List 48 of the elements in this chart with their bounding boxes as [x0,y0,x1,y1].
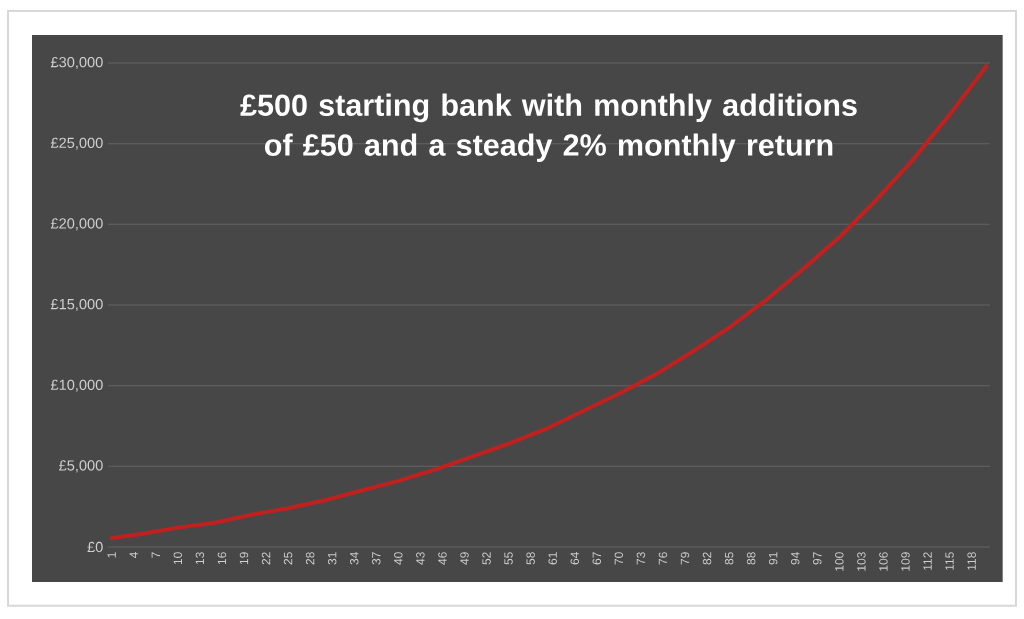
x-tick-label: 118 [967,552,976,570]
x-tick-label: 70 [614,552,624,565]
x-tick-label: 22 [261,552,271,565]
x-tick-label: 49 [460,552,469,565]
x-tick-label: 82 [702,552,712,565]
x-tick-label: 4 [129,552,138,559]
x-tick-label: 91 [768,552,778,565]
x-tick-label: 100 [835,552,844,571]
x-tick-label: 97 [813,552,822,565]
x-tick-label: 25 [283,552,293,565]
x-tick-label: 52 [482,552,491,565]
x-tick-label: 13 [195,552,205,565]
x-tick-label: 73 [636,552,646,565]
y-tick-label: £30,000 [50,56,103,70]
x-tick-label: 88 [746,552,756,565]
y-tick-label: £15,000 [50,298,103,312]
x-tick-label: 46 [438,552,447,565]
y-tick-label: £5,000 [59,460,103,473]
x-tick-label: 58 [526,552,535,565]
x-tick-label: 43 [416,552,425,565]
x-tick-label: 94 [790,552,800,565]
x-tick-label: 106 [879,552,888,571]
x-tick-label: 55 [504,552,513,565]
x-tick-label: 79 [680,552,690,565]
y-tick-label: £0 [87,541,103,553]
x-tick-label: 40 [394,552,403,565]
x-tick-label: 67 [592,552,602,565]
x-tick-label: 19 [239,552,249,565]
x-tick-label: 7 [151,552,160,558]
x-tick-label: 34 [349,552,359,565]
x-tick-label: 109 [901,552,910,571]
x-tick-label: 103 [857,552,866,571]
x-tick-label: 64 [570,552,579,565]
text: £500 starting bank with monthly additions of £50 and a steady 2% monthly return [240,93,857,162]
x-tick-label: 76 [658,552,668,565]
y-tick-label: £25,000 [50,137,103,150]
x-tick-label: 115 [945,552,954,570]
x-tick-label: 85 [724,552,734,565]
x-tick-label: 10 [173,552,183,565]
x-tick-label: 112 [923,552,932,570]
y-tick-label: £10,000 [50,379,103,392]
x-tick-label: 1 [107,552,116,558]
x-tick-label: 31 [327,552,337,565]
x-tick-label: 37 [372,552,381,565]
x-tick-label: 28 [305,552,315,565]
y-tick-label: £20,000 [50,218,103,231]
x-tick-label: 61 [548,552,557,565]
x-tick-label: 16 [217,552,227,565]
